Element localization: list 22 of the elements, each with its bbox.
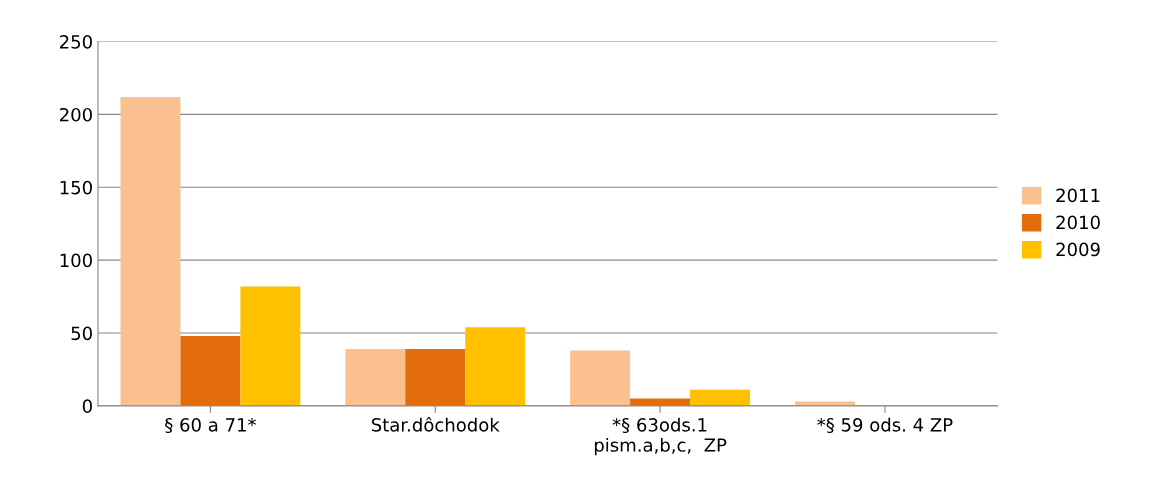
bar: [794, 401, 855, 406]
bar: [345, 349, 406, 406]
x-tick-label: § 60 a 71*: [165, 417, 257, 434]
x-tick-label: *§ 63ods.1 pism.a,b,c, ZP: [594, 417, 727, 456]
bar: [120, 96, 181, 406]
bar: [405, 349, 466, 406]
y-tick-label: 50: [71, 326, 92, 341]
y-tick-label: 0: [82, 399, 92, 413]
x-tick-label: Star.dôchodok: [371, 416, 500, 432]
y-tick-label: 150: [60, 180, 92, 195]
legend-label: 2010: [1056, 215, 1100, 230]
legend-label: 2009: [1056, 242, 1100, 257]
bar: [180, 335, 241, 406]
bar: [240, 286, 301, 406]
y-tick-label: 250: [60, 35, 92, 49]
bar: [465, 327, 526, 406]
bar: [690, 389, 751, 406]
y-tick-label: 100: [60, 253, 92, 268]
bar: [570, 350, 631, 406]
legend-label: 2011: [1056, 188, 1100, 203]
y-tick-label: 200: [60, 107, 92, 122]
x-tick-label: *§ 59 ods. 4 ZP: [817, 417, 953, 434]
